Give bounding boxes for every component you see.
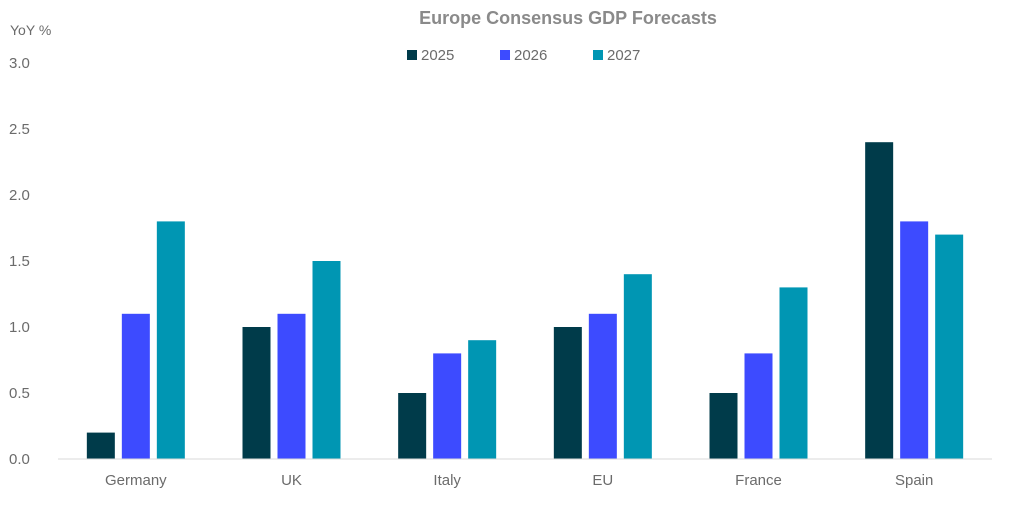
bar-2025-spain	[865, 142, 894, 459]
bar-2027-italy	[468, 340, 497, 459]
y-axis-unit-label: YoY %	[10, 22, 51, 38]
y-tick-label: 0.0	[9, 451, 30, 468]
y-tick-label: 1.5	[9, 253, 30, 270]
bar-2025-uk	[242, 327, 271, 459]
legend-label-2026: 2026	[514, 47, 547, 64]
chart-title: Europe Consensus GDP Forecasts	[419, 8, 717, 28]
x-tick-label: Italy	[433, 472, 461, 489]
legend: 2025 2026 2027	[407, 47, 640, 64]
y-tick-label: 2.5	[9, 121, 30, 138]
y-tick-label: 2.0	[9, 187, 30, 204]
bar-2025-eu	[553, 327, 582, 459]
bar-2027-germany	[156, 221, 185, 459]
bar-2025-germany	[86, 432, 115, 459]
bar-2027-spain	[935, 234, 964, 459]
x-tick-label: France	[735, 472, 782, 489]
y-tick-label: 3.0	[9, 55, 30, 72]
y-tick-label: 1.0	[9, 319, 30, 336]
bar-2026-germany	[121, 313, 150, 459]
bar-2026-france	[744, 353, 773, 459]
bar-2025-france	[709, 393, 738, 459]
x-tick-label: Germany	[105, 472, 167, 489]
bar-2025-italy	[398, 393, 427, 459]
x-axis: Germany UK Italy EU France Spain	[105, 472, 933, 489]
bar-2027-uk	[312, 261, 341, 459]
x-tick-label: UK	[281, 472, 302, 489]
y-tick-label: 0.5	[9, 385, 30, 402]
bar-2026-italy	[433, 353, 462, 459]
legend-swatch-2025	[407, 50, 417, 60]
legend-label-2027: 2027	[607, 47, 640, 64]
x-tick-label: EU	[592, 472, 613, 489]
legend-swatch-2027	[593, 50, 603, 60]
bar-2027-eu	[623, 274, 652, 459]
bar-2026-eu	[588, 313, 617, 459]
plot-area	[86, 142, 964, 459]
bar-2027-france	[779, 287, 808, 459]
bar-2026-uk	[277, 313, 306, 459]
x-tick-label: Spain	[895, 472, 933, 489]
y-axis: 0.0 0.5 1.0 1.5 2.0 2.5 3.0	[9, 55, 30, 468]
legend-swatch-2026	[500, 50, 510, 60]
legend-label-2025: 2025	[421, 47, 454, 64]
bar-2026-spain	[900, 221, 929, 459]
